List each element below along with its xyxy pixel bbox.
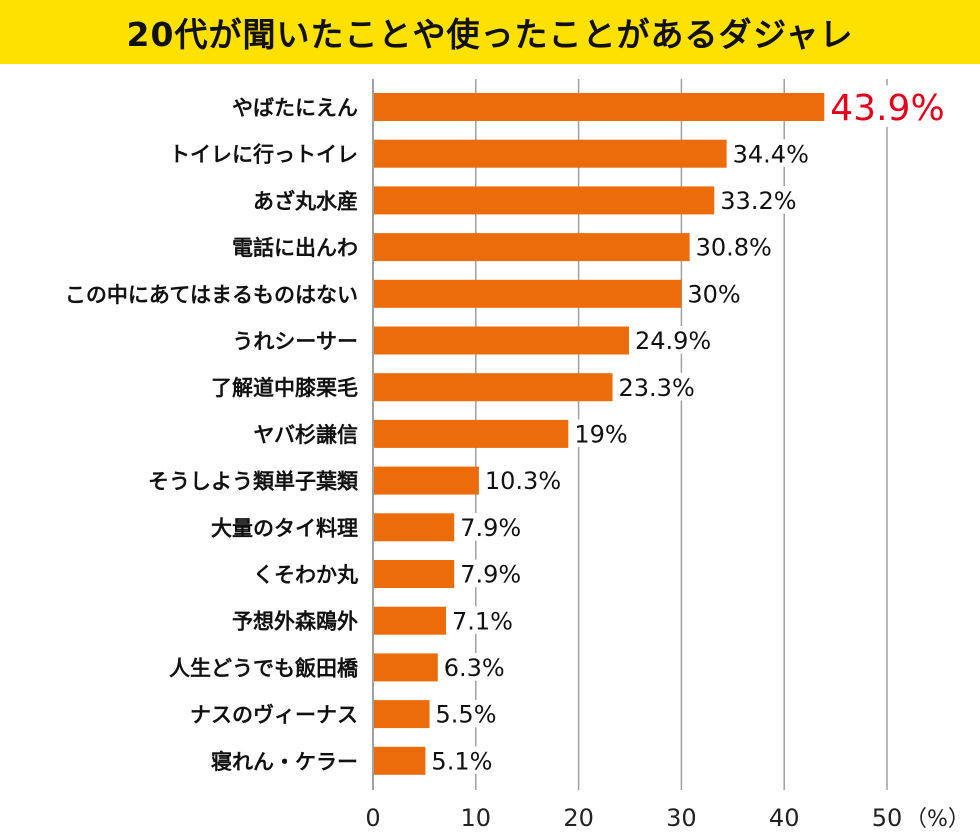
bar [374, 93, 825, 121]
bar [374, 139, 727, 168]
value-label: 30% [687, 280, 740, 308]
category-label: 予想外森鴎外 [232, 610, 358, 634]
value-label-bg [630, 326, 712, 354]
value-label: 34.4% [733, 140, 809, 168]
bar [374, 233, 690, 262]
chart-title: 20代が聞いたことや使ったことがあるダジャレ [126, 15, 854, 54]
value-label-bg [614, 372, 695, 401]
category-label: うれシーサー [232, 330, 358, 354]
bar [374, 513, 455, 542]
x-tick-label: 50 [872, 804, 903, 832]
value-label-bg [439, 653, 506, 681]
bar [374, 746, 426, 775]
bar [374, 700, 430, 729]
category-label: 寝れん・ケラー [211, 750, 358, 774]
x-tick-label: 40 [769, 804, 800, 832]
value-label: 19% [574, 421, 627, 449]
value-label-bg [431, 699, 498, 728]
value-label-bg [826, 85, 944, 127]
value-label-bg [570, 419, 621, 448]
category-label: そうしよう類単子葉類 [148, 470, 359, 494]
category-label: 電話に出んわ [232, 236, 358, 260]
value-label-bg [683, 279, 735, 307]
category-label: 了解道中膝栗毛 [211, 376, 358, 400]
value-label: 30.8% [696, 234, 772, 262]
x-tick-label: 0 [365, 804, 380, 832]
value-label: 6.3% [444, 654, 505, 682]
x-tick-label: 10 [461, 804, 492, 832]
title-band: 20代が聞いたことや使ったことがあるダジャレ [0, 0, 980, 64]
category-label: ナスのヴィーナス [190, 703, 358, 727]
bar [374, 606, 446, 635]
category-label: この中にあてはまるものはない [65, 283, 358, 307]
bar [374, 279, 682, 308]
x-tick-label: 30 [666, 804, 697, 832]
bar [374, 653, 438, 682]
value-label: 7.9% [460, 514, 521, 542]
category-label: ヤバ杉謙信 [253, 423, 358, 447]
value-label-bg [716, 186, 797, 214]
bar [374, 373, 613, 402]
value-label-bg [427, 746, 493, 774]
x-tick-label: 20 [563, 804, 594, 832]
value-label-bg [456, 512, 522, 541]
value-label: 7.1% [452, 607, 513, 635]
value-label: 43.9% [830, 88, 944, 129]
category-label: 大量のタイ料理 [211, 516, 358, 540]
x-axis-unit: （%） [905, 807, 970, 832]
value-label: 5.1% [431, 747, 492, 775]
bar [374, 560, 455, 588]
value-label-bg [691, 232, 773, 261]
value-label-bg [447, 606, 514, 634]
bar [374, 419, 569, 448]
value-label: 24.9% [635, 327, 711, 355]
bar [374, 466, 479, 495]
bar [374, 326, 629, 355]
value-label: 10.3% [485, 467, 561, 495]
value-label: 7.9% [460, 561, 521, 589]
bar [374, 186, 715, 215]
value-label-bg [728, 139, 810, 167]
category-label: トイレに行っトイレ [169, 143, 358, 167]
value-label-bg [480, 466, 562, 494]
value-label: 33.2% [720, 187, 796, 215]
category-label: くそわか丸 [253, 563, 359, 587]
value-label-bg [456, 559, 522, 588]
category-label: 人生どうでも飯田橋 [169, 656, 359, 680]
category-label: あざ丸水産 [253, 189, 358, 213]
category-label: やばたにえん [232, 96, 358, 120]
value-label: 5.5% [436, 701, 497, 729]
value-label: 23.3% [619, 374, 695, 402]
